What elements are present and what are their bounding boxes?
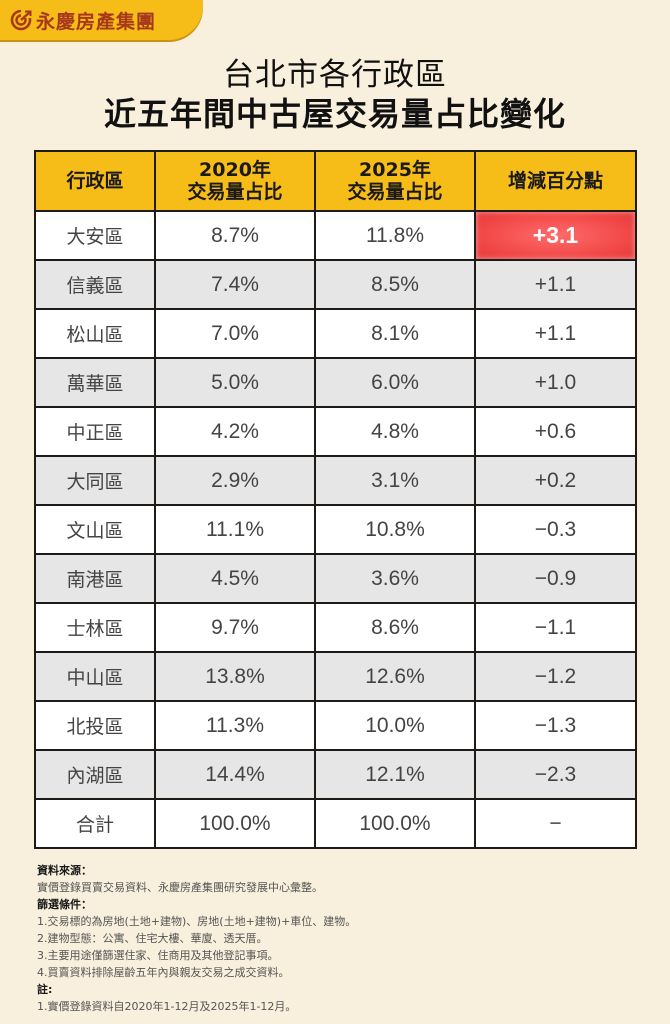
table-row: 北投區 11.3% 10.0% −1.3 [34,700,637,751]
district-cell: 萬華區 [34,357,156,408]
remark-heading: 註: [37,983,53,996]
table-row: 中正區 4.2% 4.8% +0.6 [34,406,637,457]
district-cell: 內湖區 [34,749,156,800]
share-2025-cell: 8.1% [314,308,476,359]
share-2020-cell: 7.0% [154,308,316,359]
share-2020-cell: 8.7% [154,210,316,261]
share-2020-cell: 2.9% [154,455,316,506]
district-cell: 文山區 [34,504,156,555]
title-line-1: 台北市各行政區 [223,57,447,93]
share-2025-cell: 10.8% [314,504,476,555]
header-2020: 2020年 交易量占比 [154,150,316,212]
header-2025-year: 2025年 [359,159,431,181]
share-2025-cell: 11.8% [314,210,476,261]
share-2025-cell: 6.0% [314,357,476,408]
share-2020-cell: 7.4% [154,259,316,310]
source-text: 實價登錄買賣交易資料、永慶房產集團研究發展中心彙整。 [37,881,323,894]
table-total-row: 合計 100.0% 100.0% − [34,798,637,849]
table-row: 萬華區 5.0% 6.0% +1.0 [34,357,637,408]
table-row: 中山區 13.8% 12.6% −1.2 [34,651,637,702]
share-2020-cell: 5.0% [154,357,316,408]
share-2025-cell: 4.8% [314,406,476,457]
share-2025-cell: 3.1% [314,455,476,506]
total-2020-cell: 100.0% [154,798,316,849]
change-cell: +1.1 [474,308,637,359]
table-row: 信義區 7.4% 8.5% +1.1 [34,259,637,310]
change-cell: −2.3 [474,749,637,800]
district-cell: 中山區 [34,651,156,702]
table-row: 南港區 4.5% 3.6% −0.9 [34,553,637,604]
share-2025-cell: 3.6% [314,553,476,604]
district-cell: 大同區 [34,455,156,506]
total-label-cell: 合計 [34,798,156,849]
change-cell-highlighted: +3.1 [474,210,637,261]
change-cell: +0.6 [474,406,637,457]
title-line-2: 近五年間中古屋交易量占比變化 [103,95,566,133]
district-cell: 中正區 [34,406,156,457]
change-cell: −0.3 [474,504,637,555]
table-header-row: 行政區 2020年 交易量占比 2025年 交易量占比 增減百分點 [34,150,637,212]
criteria-item: 2.建物型態：公寓、住宅大樓、華廈、透天厝。 [37,932,268,945]
change-cell: −1.3 [474,700,637,751]
footnotes: 資料來源： 實價登錄買賣交易資料、永慶房產集團研究發展中心彙整。 篩選條件： 1… [37,862,637,1015]
criteria-item: 4.買賣資料排除屋齡五年內與親友交易之成交資料。 [37,966,290,979]
table-row: 內湖區 14.4% 12.1% −2.3 [34,749,637,800]
district-cell: 南港區 [34,553,156,604]
remark-item: 1.實價登錄資料自2020年1-12月及2025年1-12月。 [37,1000,297,1013]
district-share-table: 行政區 2020年 交易量占比 2025年 交易量占比 增減百分點 大安區 8.… [34,150,637,849]
table-row: 大安區 8.7% 11.8% +3.1 [34,210,637,261]
share-2020-cell: 13.8% [154,651,316,702]
share-2025-cell: 12.1% [314,749,476,800]
share-2025-cell: 12.6% [314,651,476,702]
criteria-item: 1.交易標的為房地(土地+建物)、房地(土地+建物)+車位、建物。 [37,915,357,928]
share-2020-cell: 11.3% [154,700,316,751]
share-2020-cell: 9.7% [154,602,316,653]
table-row: 文山區 11.1% 10.8% −0.3 [34,504,637,555]
share-2025-cell: 10.0% [314,700,476,751]
share-2020-cell: 11.1% [154,504,316,555]
header-2025-label: 交易量占比 [347,181,443,203]
source-heading: 資料來源： [37,864,92,877]
change-cell: +1.0 [474,357,637,408]
table-row: 松山區 7.0% 8.1% +1.1 [34,308,637,359]
yungching-logo-icon [10,9,32,31]
district-cell: 士林區 [34,602,156,653]
header-district: 行政區 [34,150,156,212]
district-cell: 北投區 [34,700,156,751]
table-row: 大同區 2.9% 3.1% +0.2 [34,455,637,506]
change-cell: +1.1 [474,259,637,310]
share-2025-cell: 8.6% [314,602,476,653]
header-change: 增減百分點 [474,150,637,212]
header-2020-label: 交易量占比 [187,181,283,203]
brand-banner: 永慶房產集團 [0,0,203,40]
district-cell: 松山區 [34,308,156,359]
header-2020-year: 2020年 [199,159,271,181]
share-2020-cell: 4.2% [154,406,316,457]
header-2025: 2025年 交易量占比 [314,150,476,212]
criteria-heading: 篩選條件： [37,898,92,911]
table-row: 士林區 9.7% 8.6% −1.1 [34,602,637,653]
header-change-label: 增減百分點 [507,170,603,192]
criteria-item: 3.主要用途僅篩選住家、住商用及其他登記事項。 [37,949,279,962]
district-cell: 大安區 [34,210,156,261]
share-2020-cell: 4.5% [154,553,316,604]
brand-name: 永慶房產集團 [36,10,157,33]
total-2025-cell: 100.0% [314,798,476,849]
change-cell: −1.1 [474,602,637,653]
share-2025-cell: 8.5% [314,259,476,310]
total-change-cell: − [474,798,637,849]
change-cell: +0.2 [474,455,637,506]
page-title: 台北市各行政區 近五年間中古屋交易量占比變化 [0,56,670,134]
change-cell: −0.9 [474,553,637,604]
header-district-label: 行政區 [66,170,124,192]
change-cell: −1.2 [474,651,637,702]
share-2020-cell: 14.4% [154,749,316,800]
district-cell: 信義區 [34,259,156,310]
